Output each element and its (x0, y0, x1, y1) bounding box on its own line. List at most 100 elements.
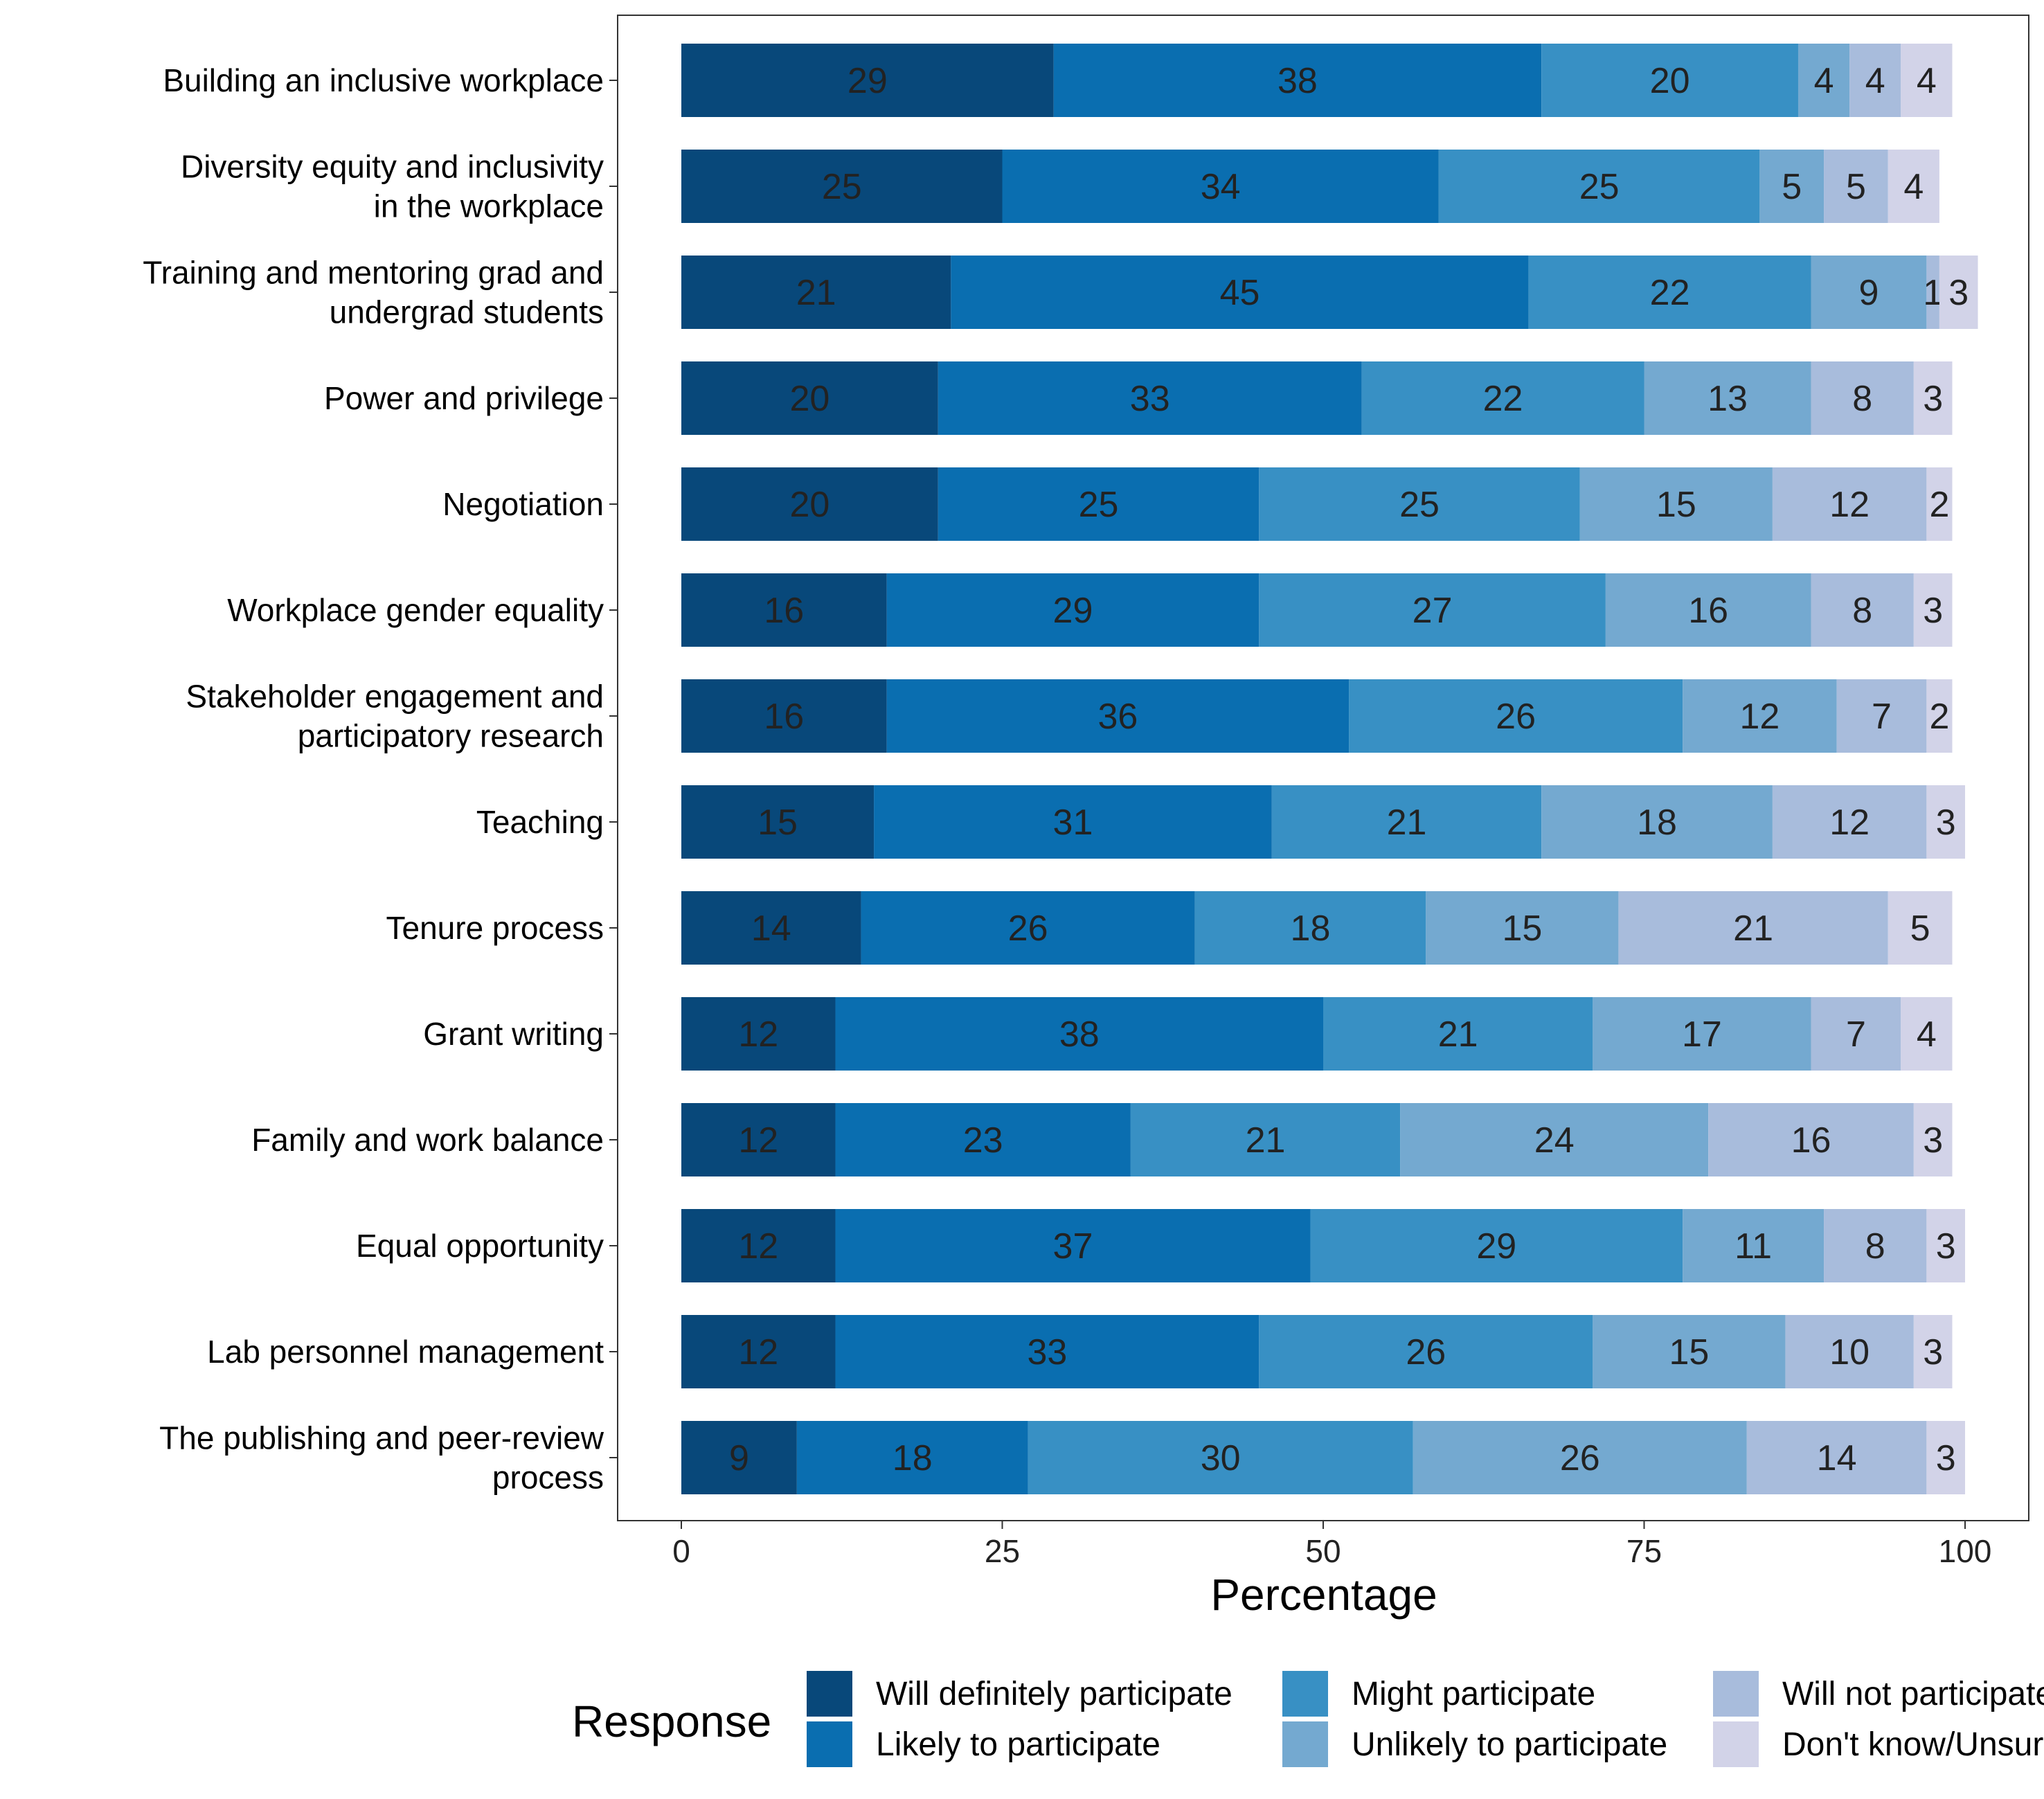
data-label: 4 (1814, 61, 1834, 101)
data-label: 37 (1053, 1226, 1093, 1267)
bar-segment (681, 1315, 836, 1388)
bar-segment (1271, 785, 1542, 859)
bar-segment (886, 679, 1350, 753)
bar-segment (1683, 679, 1837, 753)
bar-segment (681, 361, 938, 435)
data-label: 2 (1929, 697, 1949, 737)
data-label: 27 (1413, 591, 1453, 631)
bar-segment (1349, 679, 1683, 753)
bar-segment (1746, 1421, 1927, 1494)
bar-segment (835, 1103, 1131, 1176)
data-label: 8 (1852, 591, 1872, 631)
x-tick-label: 100 (1939, 1533, 1992, 1569)
bar-segment (1888, 891, 1953, 965)
data-label: 21 (1733, 909, 1773, 949)
bar-segment (1849, 44, 1901, 117)
data-label: 4 (1865, 61, 1885, 101)
category-label: Power and privilege (324, 380, 604, 416)
data-label: 21 (1246, 1120, 1286, 1161)
bar-segment (861, 891, 1195, 965)
bar-segment (1593, 1315, 1786, 1388)
data-label: 26 (1560, 1438, 1600, 1478)
bar-segment (1259, 467, 1580, 541)
data-label: 12 (1829, 485, 1870, 525)
bar-segment (1683, 1209, 1825, 1282)
data-label: 8 (1852, 379, 1872, 419)
bar-segment (681, 573, 887, 647)
bar-segment (1772, 467, 1927, 541)
data-label: 16 (1688, 591, 1728, 631)
data-label: 4 (1917, 61, 1937, 101)
data-label: 15 (757, 803, 798, 843)
data-label: 18 (893, 1438, 933, 1478)
bar-segment (1901, 44, 1953, 117)
legend-swatch (1282, 1671, 1328, 1717)
bar-segment (1438, 150, 1760, 223)
plot-panel-border (617, 15, 2029, 1521)
bar-segment (681, 785, 875, 859)
legend-swatch (807, 1721, 852, 1767)
category-label: Stakeholder engagement and participatory … (186, 679, 604, 754)
data-label: 3 (1948, 273, 1969, 313)
data-label: 34 (1201, 167, 1241, 207)
x-tick-label: 75 (1626, 1533, 1662, 1569)
data-label: 21 (1438, 1014, 1478, 1055)
bar-segment (796, 1421, 1028, 1494)
category-label: Building an inclusive workplace (163, 62, 604, 98)
bar-segment (1528, 256, 1811, 329)
data-label: 17 (1682, 1014, 1722, 1055)
bar-segment (681, 1209, 836, 1282)
data-label: 18 (1637, 803, 1677, 843)
data-label: 7 (1846, 1014, 1866, 1055)
data-label: 3 (1923, 1120, 1943, 1161)
bar-segment (1926, 679, 1953, 753)
category-label: Training and mentoring grad and undergrad… (143, 255, 604, 330)
data-label: 3 (1923, 379, 1943, 419)
bar-segment (1708, 1103, 1914, 1176)
bar-segment (681, 891, 861, 965)
category-labels: Building an inclusive workplace Diversity… (143, 62, 618, 1496)
data-label: 5 (1782, 167, 1802, 207)
legend-label: Might participate (1352, 1676, 1595, 1712)
legend-swatch (1713, 1671, 1759, 1717)
bar-segment (1836, 679, 1927, 753)
data-label: 3 (1936, 803, 1956, 843)
data-label: 31 (1053, 803, 1093, 843)
legend-swatch (1713, 1721, 1759, 1767)
bar-segment (1888, 150, 1939, 223)
bar-segment (1901, 997, 1953, 1071)
data-label: 33 (1130, 379, 1170, 419)
data-label: 12 (738, 1120, 778, 1161)
legend: Response Will definitely participate Like… (572, 1671, 2044, 1767)
bar-segment (1913, 361, 1953, 435)
data-label: 38 (1059, 1014, 1100, 1055)
data-label: 26 (1008, 909, 1048, 949)
category-label: Equal opportunity (356, 1228, 604, 1264)
bar-segment (1053, 44, 1542, 117)
data-label: 3 (1936, 1438, 1956, 1478)
data-label: 18 (1291, 909, 1331, 949)
data-label: 15 (1656, 485, 1696, 525)
bar-segment (681, 997, 836, 1071)
legend-label: Will not participate (1782, 1676, 2044, 1712)
bar-segment (1926, 256, 1939, 329)
data-label: 20 (789, 485, 830, 525)
bar-segment (1259, 1315, 1593, 1388)
bar-segment (835, 997, 1323, 1071)
data-label: 20 (789, 379, 830, 419)
bar-segment (1426, 891, 1619, 965)
bar-segment (681, 44, 1054, 117)
category-label: Teaching (476, 804, 604, 840)
data-label: 3 (1923, 591, 1943, 631)
data-label: 22 (1483, 379, 1523, 419)
data-label: 11 (1734, 1226, 1772, 1267)
data-label: 16 (764, 591, 804, 631)
data-label: 29 (1053, 591, 1093, 631)
data-label: 2 (1929, 485, 1949, 525)
bar-segment (835, 1315, 1259, 1388)
bar-segment (1593, 997, 1811, 1071)
data-label: 10 (1829, 1332, 1870, 1372)
data-label: 3 (1923, 1332, 1943, 1372)
bar-segment (1913, 573, 1953, 647)
